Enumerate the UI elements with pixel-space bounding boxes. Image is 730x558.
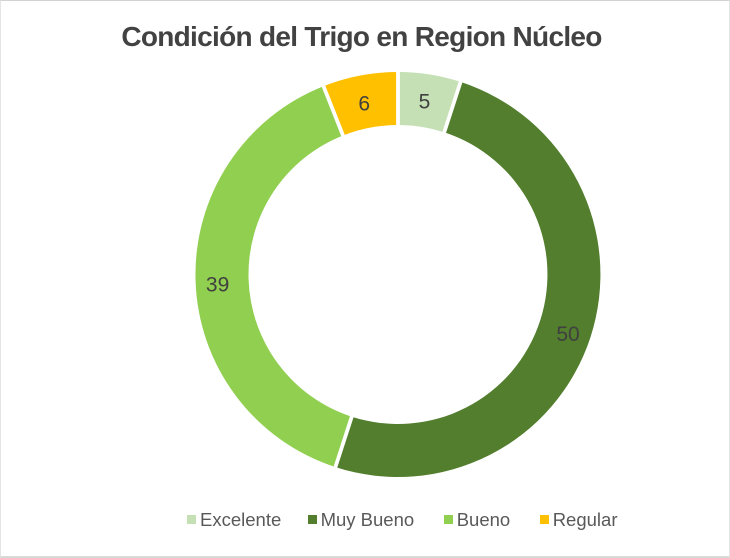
svg-text:50: 50 (556, 323, 579, 346)
svg-text:39: 39 (206, 274, 229, 297)
svg-text:6: 6 (358, 93, 370, 116)
svg-text:5: 5 (419, 91, 431, 114)
